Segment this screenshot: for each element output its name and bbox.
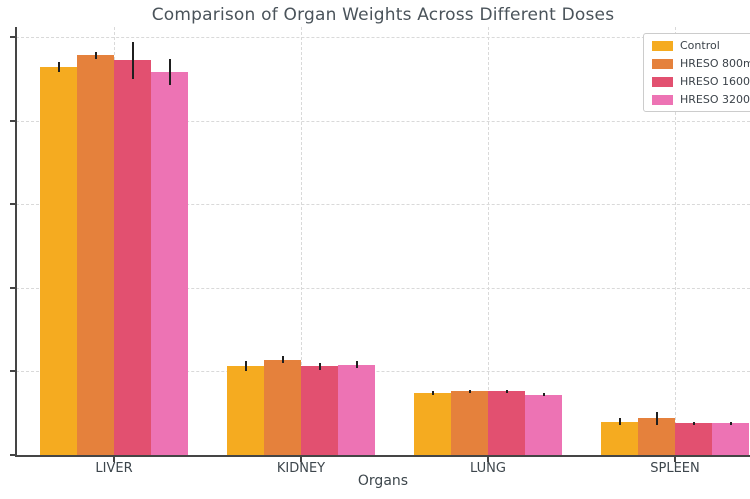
legend-item-hreso-1600: HRESO 1600 xyxy=(652,76,750,87)
error-bar xyxy=(505,389,508,394)
y-tick-mark xyxy=(10,370,15,373)
x-gridline xyxy=(488,27,489,455)
bar-spleen-series2 xyxy=(675,423,712,455)
error-bar xyxy=(57,62,60,73)
error-bar xyxy=(168,58,171,86)
legend-label: Control xyxy=(680,39,720,52)
error-bar xyxy=(655,411,658,425)
chart-title: Comparison of Organ Weights Across Diffe… xyxy=(151,5,615,25)
legend-swatch-hreso-1600 xyxy=(652,76,673,87)
error-bar xyxy=(729,421,732,425)
error-bar xyxy=(468,389,471,394)
bar-lung-series0 xyxy=(414,393,451,455)
bar-kidney-series0 xyxy=(227,366,264,455)
y-gridline xyxy=(16,287,750,289)
x-gridline xyxy=(675,27,676,455)
y-gridline xyxy=(16,120,750,122)
bar-kidney-series2 xyxy=(301,366,338,455)
x-tick-mark xyxy=(300,457,302,462)
bar-spleen-series3 xyxy=(712,423,749,455)
y-tick-mark xyxy=(10,286,15,289)
bar-lung-series3 xyxy=(525,394,562,455)
bar-liver-series2 xyxy=(114,60,151,455)
y-gridline xyxy=(16,371,750,373)
error-bar xyxy=(281,356,284,364)
x-axis-line xyxy=(15,455,750,457)
y-tick-mark xyxy=(10,203,15,206)
x-tick-mark xyxy=(113,457,115,462)
x-tick-label-kidney: KIDNEY xyxy=(276,461,326,476)
error-bar xyxy=(244,361,247,372)
legend-item-hreso-3200: HRESO 3200 xyxy=(652,94,750,105)
error-bar xyxy=(692,421,695,425)
legend-label: HRESO 800m xyxy=(680,57,750,70)
x-tick-mark xyxy=(487,457,489,462)
legend-item-control: Control xyxy=(652,40,750,51)
error-bar xyxy=(431,391,434,395)
legend: Control HRESO 800m HRESO 1600 HRESO 3200 xyxy=(643,33,750,112)
x-tick-mark xyxy=(674,457,676,462)
error-bar xyxy=(542,393,545,397)
y-axis-line xyxy=(15,27,17,457)
bar-lung-series2 xyxy=(488,391,525,455)
legend-label: HRESO 3200 xyxy=(680,93,750,106)
x-tick-label-lung: LUNG xyxy=(470,461,506,476)
error-bar xyxy=(618,418,621,425)
x-axis-title: Organs xyxy=(357,473,409,489)
bar-liver-series0 xyxy=(40,67,77,455)
x-tick-label-liver: LIVER xyxy=(95,461,133,476)
legend-label: HRESO 1600 xyxy=(680,75,750,88)
bar-lung-series1 xyxy=(451,391,488,455)
x-gridline xyxy=(301,27,302,455)
error-bar xyxy=(131,42,134,79)
bar-liver-series1 xyxy=(77,55,114,455)
bar-kidney-series1 xyxy=(264,359,301,455)
y-tick-mark xyxy=(10,454,15,456)
y-tick-mark xyxy=(10,119,15,122)
y-gridline xyxy=(16,204,750,206)
legend-swatch-hreso-3200 xyxy=(652,94,673,105)
y-tick-mark xyxy=(10,36,15,38)
y-gridline xyxy=(16,37,750,38)
bar-spleen-series0 xyxy=(601,421,638,455)
error-bar xyxy=(94,52,97,59)
error-bar xyxy=(355,361,358,369)
x-tick-label-spleen: SPLEEN xyxy=(650,461,700,476)
legend-item-hreso-800: HRESO 800m xyxy=(652,58,750,69)
error-bar xyxy=(318,363,321,370)
bar-kidney-series3 xyxy=(338,364,375,455)
legend-swatch-control xyxy=(652,40,673,51)
bar-liver-series3 xyxy=(151,72,188,455)
legend-swatch-hreso-800 xyxy=(652,58,673,69)
